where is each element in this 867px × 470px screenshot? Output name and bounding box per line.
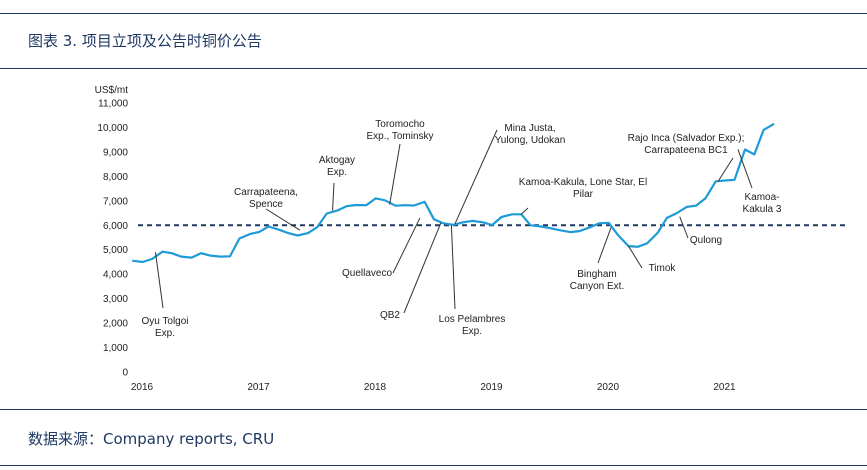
- y-tick-label: 4,000: [103, 270, 128, 281]
- annotation-leader-line: [332, 182, 335, 211]
- annotation-leader-line: [597, 227, 612, 264]
- annotation-label: Oyu Tolgoi Exp.: [141, 316, 188, 339]
- y-tick-label: 1,000: [103, 343, 128, 354]
- annotation-leader-line: [403, 222, 442, 314]
- y-tick-label: 6,000: [103, 221, 128, 232]
- top-rule: [0, 13, 867, 14]
- y-axis-unit-label: US$/mt: [95, 85, 129, 96]
- annotation-leader-line: [737, 149, 753, 189]
- annotation-leader-line: [389, 143, 401, 205]
- annotation-label: Rajo Inca (Salvador Exp.); Carrapateena B…: [628, 133, 745, 156]
- annotation-leader-line: [392, 217, 421, 274]
- y-tick-label: 8,000: [103, 172, 128, 183]
- copper-price-chart: US$/mt 0 1,000 2,000 3,000 4,000 5,000 6,000 7,0…: [95, 85, 847, 393]
- annotation-label: Bingham Canyon Ext.: [570, 269, 624, 292]
- annotation-label: Timok: [649, 263, 677, 274]
- source-note: 数据来源：Company reports, CRU: [28, 430, 275, 448]
- annotation-leader-line: [717, 157, 734, 182]
- annotation-leader-line: [454, 129, 498, 225]
- x-tick-label: 2016: [131, 382, 154, 393]
- annotation-leader-line: [450, 225, 456, 310]
- x-tick-label: 2017: [247, 382, 270, 393]
- y-tick-label: 2,000: [103, 319, 128, 330]
- x-tick-label: 2018: [364, 382, 387, 393]
- source-rule: [0, 409, 867, 410]
- x-tick-label: 2021: [713, 382, 736, 393]
- y-tick-label: 3,000: [103, 294, 128, 305]
- x-tick-label: 2019: [480, 382, 503, 393]
- annotation-label: Mina Justa, Yulong, Udokan: [495, 123, 566, 146]
- annotation-label: Kamoa-Kakula 3: [743, 192, 782, 215]
- annotation-leader-line: [679, 216, 689, 239]
- annotation-label: Quellaveco: [342, 268, 392, 279]
- annotation-label: Qulong: [690, 235, 722, 246]
- page-title: 图表 3. 项目立项及公告时铜价公告: [28, 32, 262, 50]
- y-tick-label: 10,000: [97, 123, 128, 134]
- copper-price-line: [132, 122, 775, 264]
- y-tick-label: 9,000: [103, 147, 128, 158]
- annotation-label: Carrapateena, Spence: [234, 187, 298, 210]
- x-tick-label: 2020: [597, 382, 620, 393]
- y-tick-label: 0: [122, 368, 128, 379]
- title-rule: [0, 68, 867, 69]
- annotation-leader-line: [628, 245, 643, 269]
- annotation-label: Kamoa-Kakula, Lone Star, El Pilar: [519, 177, 647, 200]
- annotation-label: QB2: [380, 310, 400, 321]
- annotation-leader-line: [520, 207, 529, 215]
- y-tick-label: 7,000: [103, 196, 128, 207]
- y-tick-label: 11,000: [98, 99, 128, 110]
- annotation-label: Los Pelambres Exp.: [439, 314, 506, 337]
- bottom-rule: [0, 465, 867, 466]
- annotation-leader-line: [154, 252, 164, 309]
- annotation-label: Toromocho Exp., Tominsky: [366, 119, 433, 142]
- y-tick-label: 5,000: [103, 245, 128, 256]
- annotation-label: Aktogay Exp.: [319, 155, 355, 178]
- annotation-leader-line: [265, 208, 301, 231]
